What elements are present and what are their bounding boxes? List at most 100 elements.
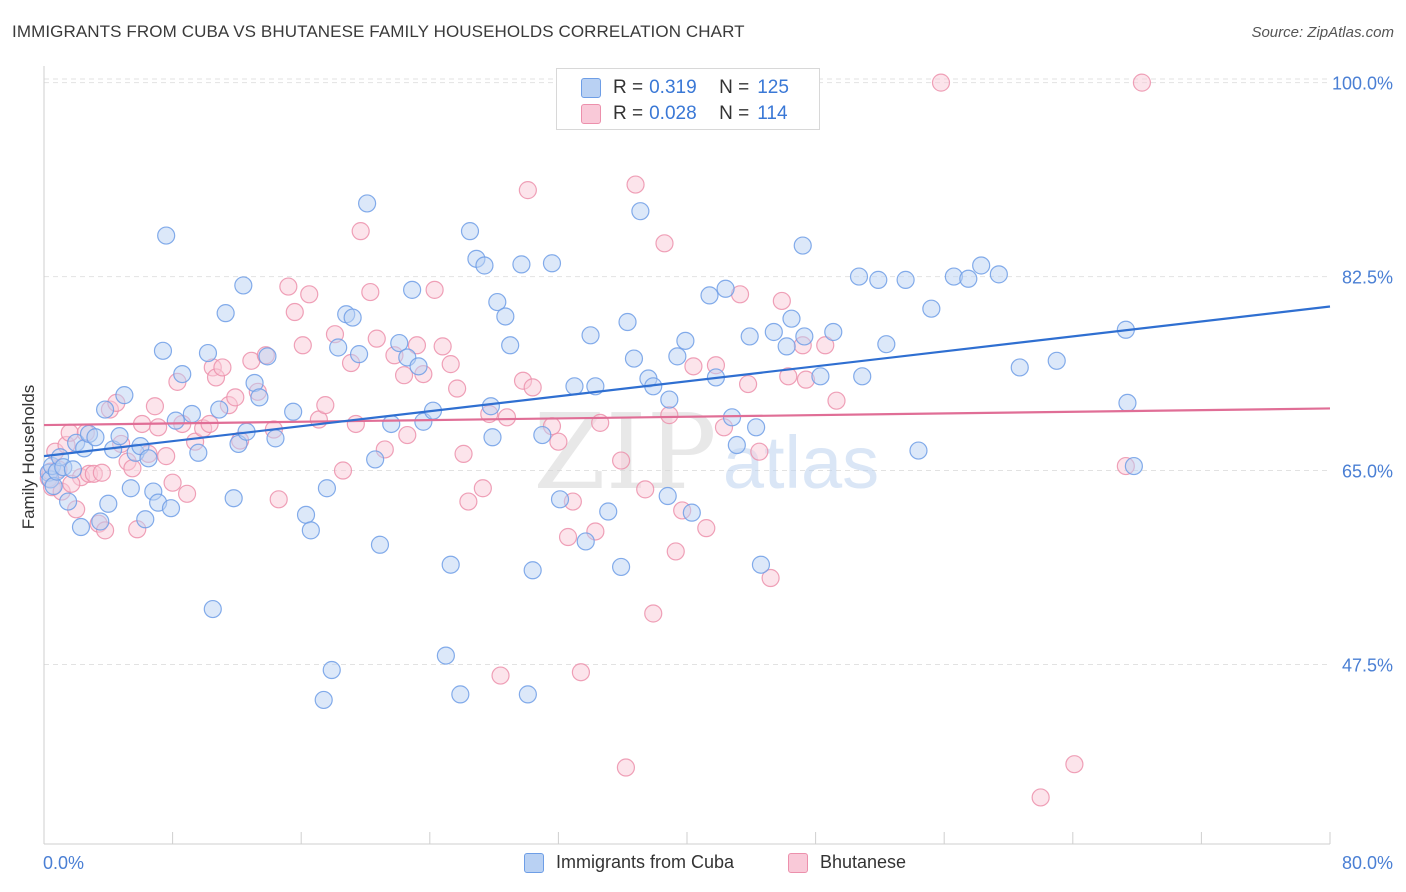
data-point	[772, 291, 791, 311]
stats-legend: R = 0.319 N = 125 R = 0.028 N = 114	[556, 68, 820, 130]
data-point	[1065, 755, 1084, 774]
data-point	[441, 555, 460, 574]
trend-line-cuba	[43, 305, 1331, 458]
data-point	[1047, 351, 1066, 370]
data-point	[149, 418, 168, 437]
axes	[43, 66, 1331, 845]
data-point	[931, 73, 951, 92]
trend-lines	[43, 305, 1331, 458]
data-point	[827, 391, 846, 410]
cuba-swatch	[524, 852, 544, 873]
data-point	[740, 327, 759, 346]
data-point	[177, 484, 197, 503]
data-point	[599, 502, 618, 521]
data-point	[285, 302, 304, 322]
data-point	[676, 331, 695, 350]
data-point	[269, 490, 288, 509]
data-point	[1132, 73, 1152, 92]
bhutanese-swatch	[581, 104, 601, 124]
r-label: R =	[613, 103, 644, 124]
data-point	[747, 418, 766, 437]
data-point	[390, 333, 409, 353]
data-point	[624, 349, 644, 368]
data-point	[284, 402, 303, 421]
data-point	[909, 441, 928, 460]
data-point	[145, 397, 165, 416]
data-point	[398, 425, 417, 445]
data-point	[779, 367, 798, 386]
data-point	[518, 685, 537, 704]
data-point	[655, 234, 674, 253]
data-point	[346, 414, 365, 434]
data-point	[182, 404, 201, 424]
n-value: 114	[757, 103, 788, 124]
data-point	[198, 343, 218, 363]
data-point	[433, 337, 452, 356]
data-point	[358, 194, 377, 213]
data-point	[853, 367, 872, 386]
data-point	[460, 222, 480, 241]
data-point	[777, 337, 796, 356]
data-point	[189, 443, 208, 462]
data-point	[213, 358, 232, 377]
data-point	[279, 277, 298, 296]
data-point	[611, 451, 631, 470]
y-tick-label: 100.0%	[1332, 74, 1393, 94]
data-point	[1031, 788, 1050, 807]
data-point	[869, 270, 888, 289]
data-point	[523, 378, 542, 397]
data-point	[63, 460, 83, 479]
x-axis-min-label: 0.0%	[43, 853, 85, 873]
data-point	[166, 411, 185, 430]
data-point	[441, 355, 460, 374]
data-point	[684, 357, 703, 376]
data-point	[959, 269, 978, 288]
data-point	[110, 427, 129, 446]
data-point	[697, 519, 716, 538]
source-credit: Source: ZipAtlas.com	[1251, 24, 1394, 41]
data-point	[95, 400, 115, 419]
data-point	[349, 345, 369, 364]
data-point	[738, 374, 758, 394]
legend-item-bhutanese[interactable]: Bhutanese	[788, 852, 906, 873]
r-value: 0.319	[649, 77, 697, 98]
bhutanese-swatch	[788, 852, 808, 873]
data-point	[922, 299, 941, 318]
data-point	[226, 388, 245, 407]
data-point	[824, 322, 843, 342]
data-point	[407, 336, 427, 355]
data-point	[136, 510, 155, 529]
data-point	[751, 555, 771, 574]
data-point	[473, 479, 492, 498]
watermark-atlas: atlas	[723, 421, 879, 504]
y-tick-label: 65.0%	[1342, 462, 1393, 482]
legend-item-cuba[interactable]: Immigrants from Cuba	[524, 852, 734, 873]
y-tick-labels: 100.0% 82.5% 65.0% 47.5%	[1332, 74, 1393, 676]
data-point	[581, 326, 600, 345]
data-point	[512, 255, 531, 274]
data-point	[163, 473, 182, 492]
data-point	[394, 366, 414, 385]
n-label: N =	[719, 103, 750, 124]
data-point	[161, 499, 181, 518]
data-point	[550, 490, 570, 509]
data-point	[631, 202, 650, 221]
data-point	[92, 463, 111, 482]
data-point	[571, 663, 591, 682]
x-axis-max-label: 80.0%	[1341, 853, 1393, 873]
data-point	[203, 599, 222, 619]
data-point	[764, 322, 783, 342]
data-point	[533, 425, 552, 445]
data-point	[475, 256, 494, 275]
data-point	[250, 388, 269, 407]
data-point	[317, 479, 337, 498]
data-point	[481, 397, 500, 416]
data-point	[436, 646, 455, 665]
data-point	[497, 408, 517, 427]
data-point	[403, 280, 422, 299]
data-point	[877, 335, 896, 354]
data-point	[300, 285, 319, 304]
data-point	[266, 429, 285, 448]
n-value: 125	[757, 77, 789, 98]
